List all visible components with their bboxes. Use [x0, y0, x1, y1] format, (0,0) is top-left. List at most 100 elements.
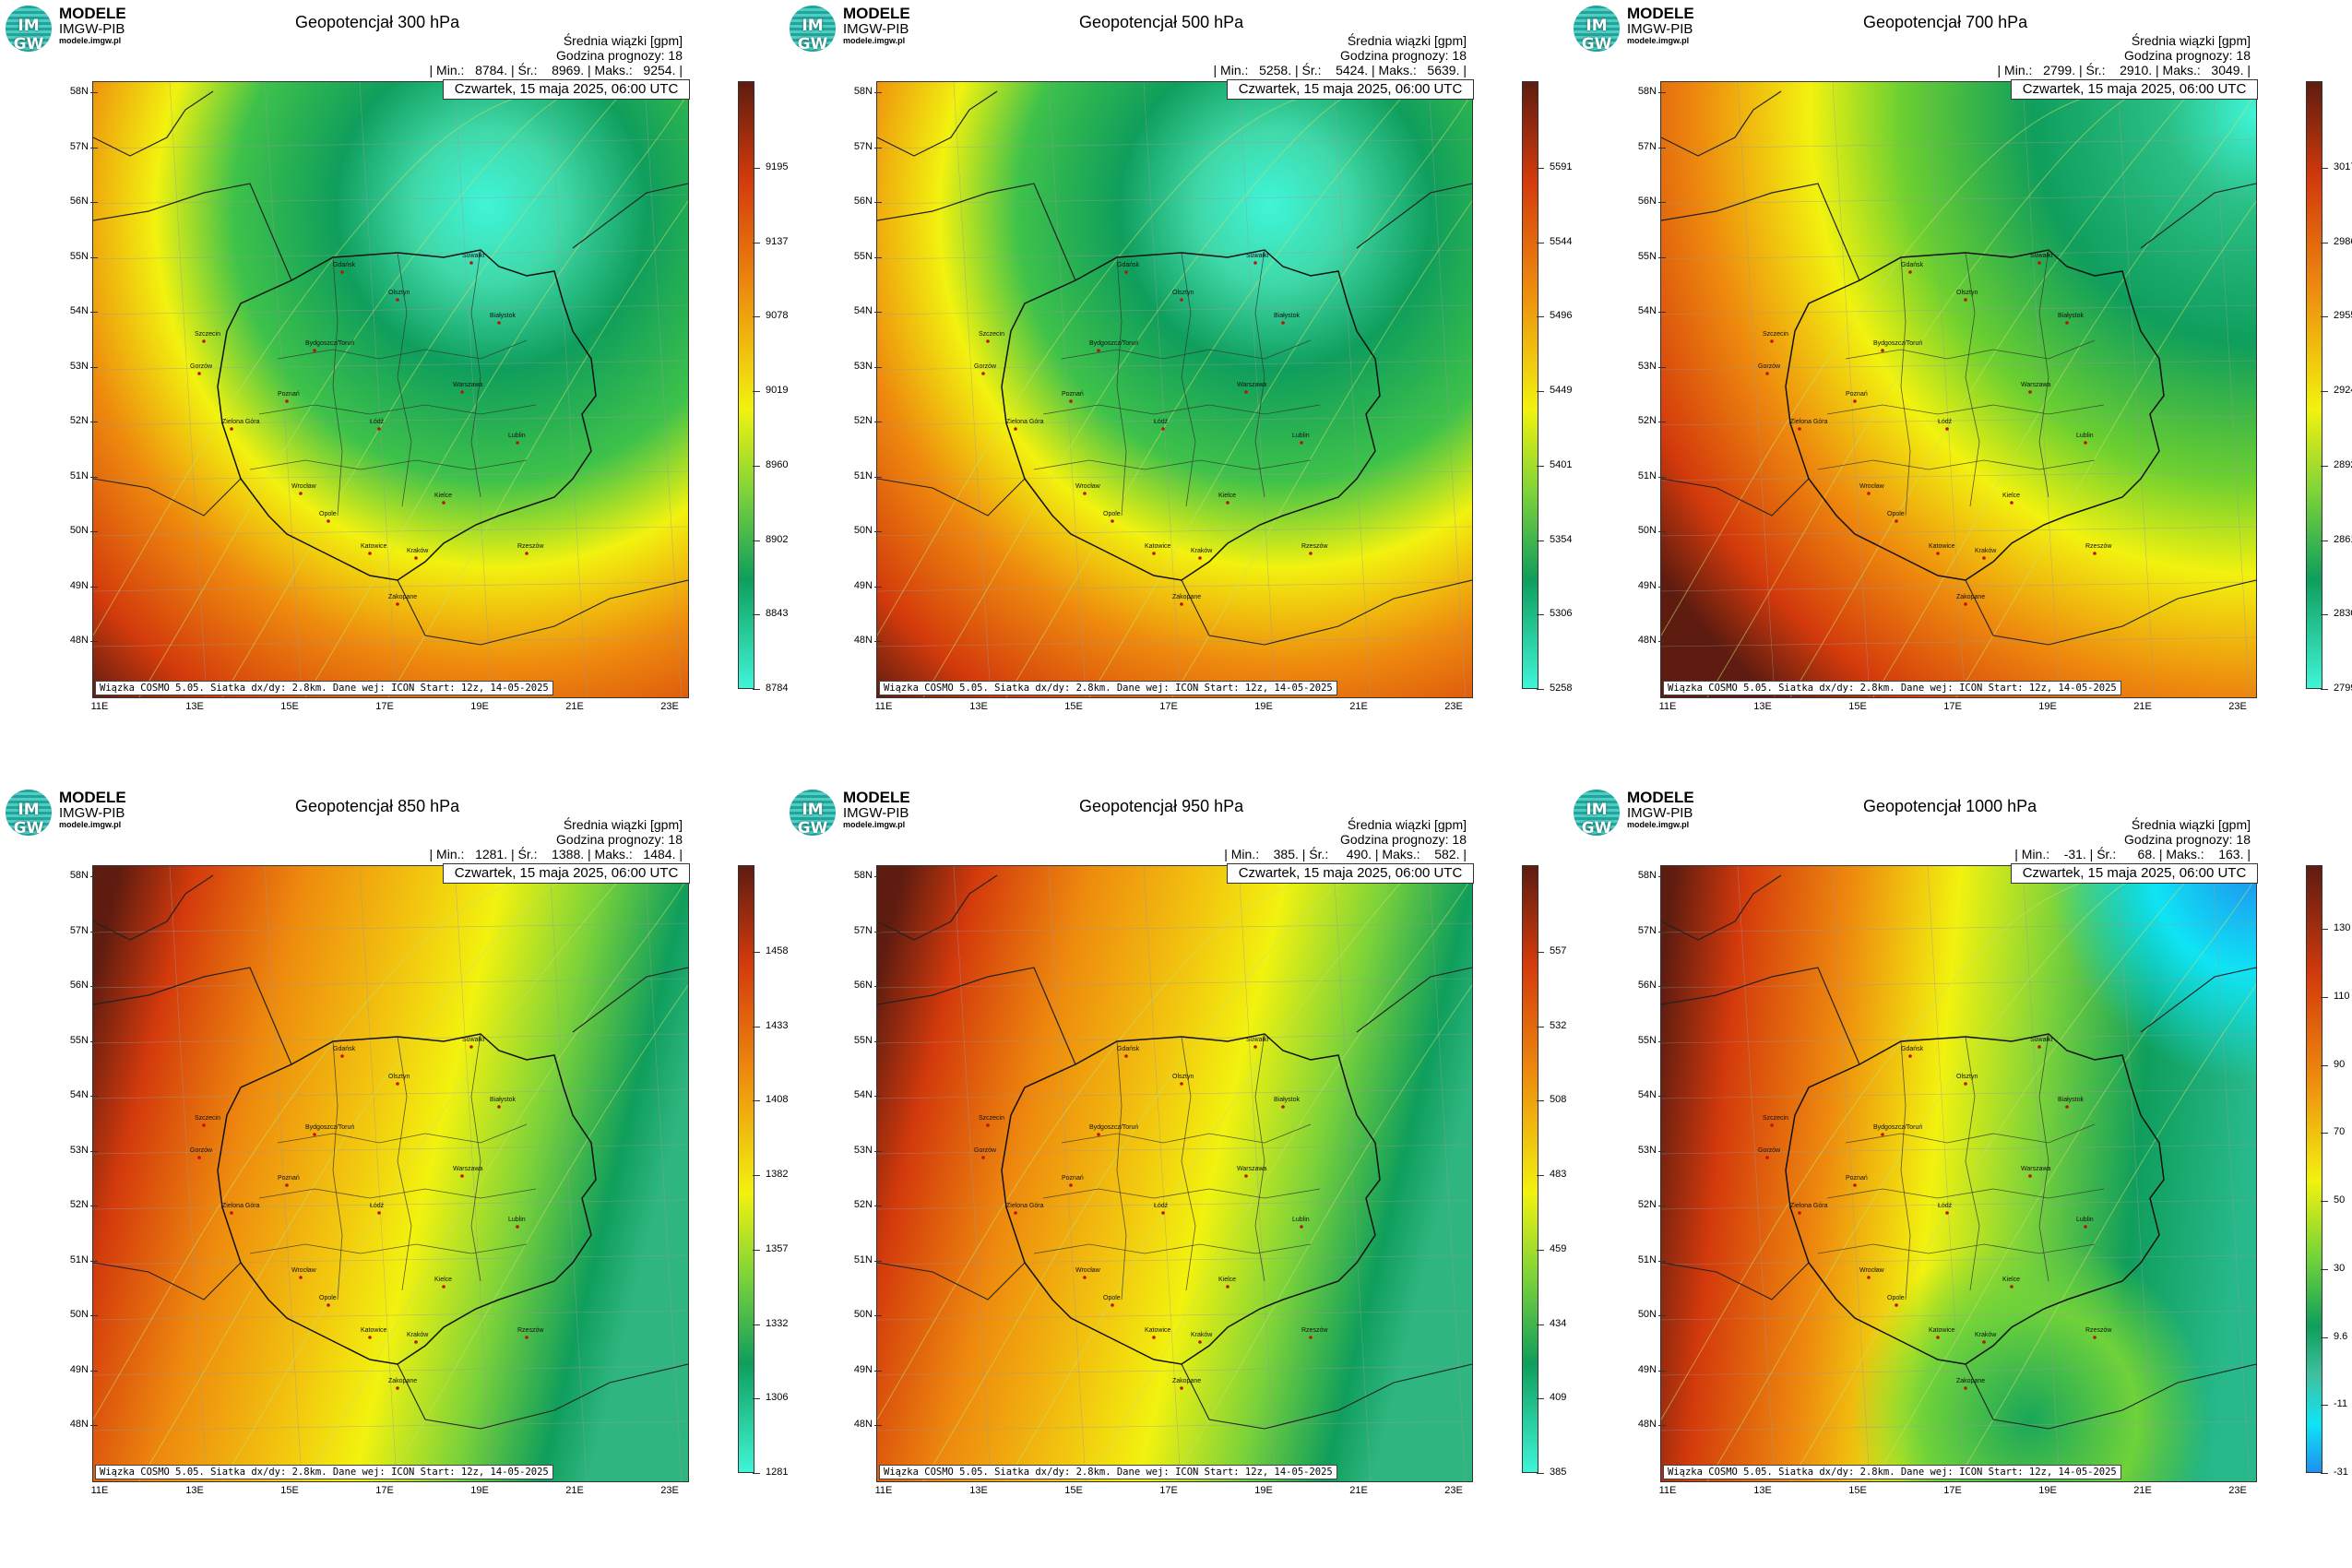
- colorbar-tick: 90: [2320, 1058, 2346, 1070]
- brand-sub: IMGW-PIB: [843, 804, 909, 821]
- colorbar-tick: 8784: [752, 683, 789, 694]
- city-marker: [1309, 552, 1313, 555]
- city-label: Zakopane: [388, 1378, 417, 1384]
- city-label: Poznań: [1846, 391, 1868, 398]
- info-block: Średnia wiązki [gpm] Godzina prognozy: 1…: [1224, 817, 1467, 861]
- lon-label: 17E: [1159, 701, 1178, 712]
- brand-url[interactable]: modele.imgw.pl: [843, 819, 906, 829]
- city-label: Gorzów: [1758, 1147, 1781, 1154]
- brand-sub: IMGW-PIB: [59, 804, 125, 821]
- colorbar-tick: 1281: [752, 1467, 789, 1478]
- lat-label: 55N: [48, 251, 98, 262]
- map-area[interactable]: Gdańsk Suwałki Olsztyn Białystok Szczecin Byd…: [1660, 865, 2257, 1482]
- lon-label: 13E: [1753, 701, 1772, 712]
- city-label: Zakopane: [1172, 1378, 1201, 1384]
- lat-label: 51N: [1616, 470, 1666, 481]
- city-label: Kielce: [1218, 1277, 1236, 1283]
- brand-url[interactable]: modele.imgw.pl: [843, 35, 906, 45]
- city-label: Wrocław: [1075, 483, 1101, 490]
- brand-name: MODELE: [59, 5, 126, 22]
- city-label: Olsztyn: [1956, 1074, 1978, 1080]
- date-label: Czwartek, 15 maja 2025, 06:00 UTC: [2011, 79, 2258, 100]
- city-label: Gdańsk: [333, 262, 356, 268]
- lon-label: 17E: [1159, 1485, 1178, 1496]
- stats: | Min.: 5258. | Śr.: 5424. | Maks.: 5639…: [1213, 63, 1467, 77]
- lon-label: 13E: [185, 701, 204, 712]
- brand-url[interactable]: modele.imgw.pl: [59, 819, 122, 829]
- city-label: Zakopane: [388, 594, 417, 600]
- city-label: Rzeszów: [2085, 1327, 2112, 1334]
- city-label: Kraków: [1191, 548, 1213, 554]
- city-marker: [1161, 1211, 1165, 1215]
- city-marker: [1083, 492, 1087, 495]
- city-label: Łódź: [1938, 419, 1953, 425]
- city-marker: [202, 339, 206, 343]
- brand-url[interactable]: modele.imgw.pl: [1627, 35, 1690, 45]
- map-area[interactable]: Gdańsk Suwałki Olsztyn Białystok Szczecin Byd…: [92, 865, 689, 1482]
- lon-label: 23E: [1444, 701, 1463, 712]
- city-marker: [396, 602, 399, 606]
- lat-label: 58N: [832, 86, 882, 97]
- city-marker: [1964, 298, 1967, 302]
- subtitle: Średnia wiązki [gpm]: [1347, 817, 1467, 832]
- lon-label: 15E: [1064, 701, 1083, 712]
- city-marker: [460, 1174, 464, 1178]
- city-label: Katowice: [1145, 543, 1171, 550]
- city-marker: [1964, 602, 1967, 606]
- colorbar-tick: 5306: [1536, 608, 1573, 620]
- map-panel-3: IM GW MODELE IMGW-PIB modele.imgw.pl Geo…: [1568, 0, 2352, 729]
- brand-name: MODELE: [1627, 5, 1694, 22]
- brand-url[interactable]: modele.imgw.pl: [1627, 819, 1690, 829]
- city-label: Bydgoszcz/Toruń: [1089, 340, 1138, 347]
- city-marker: [1964, 1082, 1967, 1086]
- panel-title: Geopotencjał 700 hPa: [1863, 13, 2028, 31]
- lat-label: 48N: [1616, 1419, 1666, 1430]
- stats: | Min.: 1281. | Śr.: 1388. | Maks.: 1484…: [429, 847, 683, 861]
- city-marker: [2093, 552, 2097, 555]
- colorbar: [738, 81, 754, 689]
- lat-label: 54N: [1616, 1089, 1666, 1100]
- lat-label: 55N: [1616, 251, 1666, 262]
- map-svg: Gdańsk Suwałki Olsztyn Białystok Szczecin Byd…: [93, 866, 688, 1481]
- city-label: Kraków: [1975, 1332, 1997, 1338]
- city-label: Białystok: [2058, 313, 2085, 319]
- city-marker: [368, 1336, 372, 1339]
- city-label: Rzeszów: [517, 543, 544, 550]
- city-label: Szczecin: [979, 1115, 1004, 1122]
- city-label: Wrocław: [1859, 483, 1885, 490]
- city-marker: [2037, 261, 2041, 265]
- lon-label: 19E: [470, 1485, 489, 1496]
- city-marker: [1908, 1054, 1912, 1058]
- map-area[interactable]: Gdańsk Suwałki Olsztyn Białystok Szczecin Byd…: [92, 81, 689, 698]
- lat-label: 49N: [832, 1364, 882, 1375]
- colorbar-tick: 2799: [2320, 683, 2352, 694]
- brand-url[interactable]: modele.imgw.pl: [59, 35, 122, 45]
- city-label: Bydgoszcz/Toruń: [1873, 340, 1922, 347]
- map-area[interactable]: Gdańsk Suwałki Olsztyn Białystok Szczecin Byd…: [1660, 81, 2257, 698]
- map-area[interactable]: Gdańsk Suwałki Olsztyn Białystok Szczecin Byd…: [876, 865, 1473, 1482]
- lat-label: 55N: [1616, 1035, 1666, 1046]
- city-marker: [197, 372, 201, 375]
- city-marker: [1895, 519, 1898, 523]
- map-area[interactable]: Gdańsk Suwałki Olsztyn Białystok Szczecin Byd…: [876, 81, 1473, 698]
- city-label: Opole: [319, 511, 337, 517]
- city-label: Rzeszów: [1301, 1327, 1328, 1334]
- subtitle: Średnia wiązki [gpm]: [563, 817, 683, 832]
- city-marker: [1982, 1340, 1986, 1344]
- city-label: Suwałki: [462, 1037, 485, 1043]
- brand-name: MODELE: [59, 789, 126, 806]
- lat-label: 52N: [1616, 415, 1666, 426]
- lon-label: 19E: [2038, 1485, 2057, 1496]
- colorbar-tick: 9.6: [2320, 1330, 2348, 1342]
- city-marker: [1069, 399, 1073, 403]
- city-label: Suwałki: [462, 253, 485, 259]
- colorbar-tick: 459: [1536, 1242, 1567, 1254]
- lat-label: 55N: [832, 251, 882, 262]
- lon-label: 21E: [565, 1485, 584, 1496]
- city-label: Kielce: [2002, 493, 2020, 499]
- city-marker: [1014, 1211, 1017, 1215]
- city-label: Suwałki: [2030, 253, 2053, 259]
- brand-block: MODELE IMGW-PIB modele.imgw.pl: [843, 6, 910, 45]
- city-marker: [327, 1303, 330, 1307]
- colorbar-tick: 8960: [752, 458, 789, 470]
